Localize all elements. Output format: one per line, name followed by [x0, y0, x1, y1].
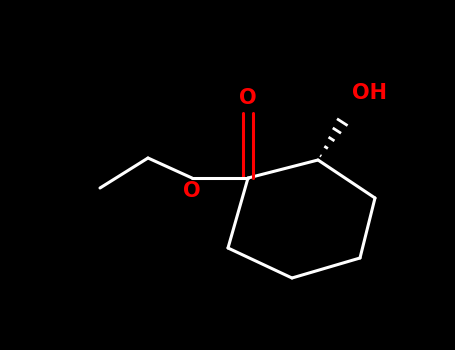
Text: OH: OH	[352, 83, 387, 103]
Text: O: O	[183, 181, 201, 201]
Text: O: O	[239, 88, 257, 108]
